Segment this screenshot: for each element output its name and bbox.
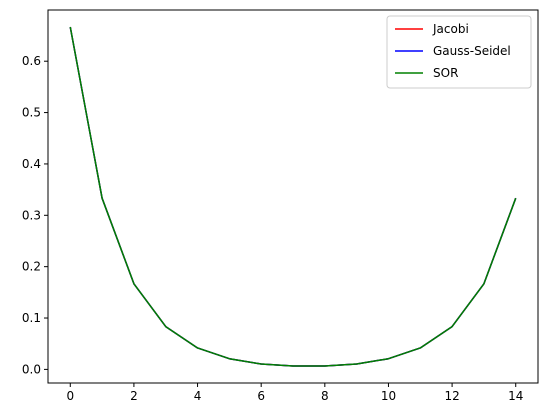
x-tick-label: 0 — [66, 389, 74, 403]
y-axis: 0.0 0.1 0.2 0.3 0.4 0.5 0.6 — [22, 54, 48, 376]
x-tick-label: 12 — [444, 389, 459, 403]
axes-frame — [47, 9, 539, 384]
x-tick-label: 6 — [257, 389, 265, 403]
legend-label-sor: SOR — [433, 66, 458, 80]
legend-label-gauss-seidel: Gauss-Seidel — [433, 44, 511, 58]
y-tick-label: 0.4 — [22, 157, 41, 171]
y-tick-label: 0.3 — [22, 208, 41, 222]
legend-label-jacobi: Jacobi — [432, 22, 469, 36]
x-tick-label: 14 — [508, 389, 523, 403]
y-tick-label: 0.5 — [22, 106, 41, 120]
series-line-sor — [69, 26, 517, 367]
x-axis: 0 2 4 6 8 10 12 14 — [66, 383, 523, 403]
legend-box — [386, 15, 532, 89]
y-tick-label: 0.6 — [22, 54, 41, 68]
y-tick-label: 0.1 — [22, 311, 41, 325]
y-tick-label: 0.0 — [22, 362, 41, 376]
x-tick-label: 8 — [321, 389, 329, 403]
plot-area — [69, 26, 517, 367]
x-tick-label: 10 — [381, 389, 396, 403]
legend: Jacobi Gauss-Seidel SOR — [386, 15, 532, 89]
x-tick-label: 4 — [194, 389, 202, 403]
x-tick-label: 2 — [130, 389, 138, 403]
y-tick-label: 0.2 — [22, 260, 41, 274]
